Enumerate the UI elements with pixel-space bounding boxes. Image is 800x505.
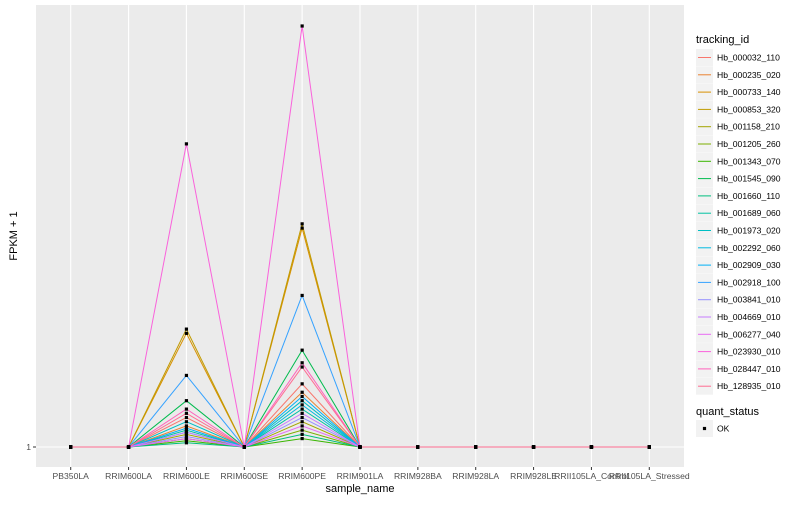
data-point [300, 432, 304, 436]
data-point [184, 434, 189, 439]
quant-status-legend-title: quant_status [696, 406, 759, 418]
data-point [300, 348, 304, 352]
data-point [300, 361, 304, 365]
legend-label: Hb_006277_040 [717, 329, 781, 339]
legend-label: Hb_004669_010 [717, 312, 781, 322]
data-point [300, 390, 304, 394]
data-point [300, 365, 304, 369]
data-point [184, 426, 189, 430]
legend-label: Hb_000853_320 [717, 104, 781, 114]
legend-label: Hb_002918_100 [717, 277, 781, 287]
data-point [184, 399, 189, 403]
legend-label: Hb_128935_010 [717, 381, 781, 391]
x-tick-label: PB350LA [53, 471, 90, 481]
x-tick-label: RRII105LA_Stressed [609, 471, 690, 481]
legend-label: Hb_000032_110 [717, 53, 780, 63]
data-point [126, 445, 131, 449]
legend-label: Hb_000733_140 [717, 87, 781, 97]
data-point [300, 222, 304, 226]
data-point [358, 445, 362, 449]
data-point [300, 403, 304, 407]
legend-label: Hb_001973_020 [717, 226, 781, 236]
legend-title: tracking_id [696, 34, 749, 46]
data-point [300, 424, 304, 428]
x-axis-title: sample_name [325, 483, 394, 495]
legend-label: Hb_002292_060 [717, 243, 781, 253]
axes: PB350LA RRIM600LA RRIM600LE RRIM600SE RRIM60… [26, 442, 690, 481]
data-point [300, 226, 304, 230]
data-point [300, 428, 304, 432]
x-tick-label: RRIM901LA [337, 471, 384, 481]
data-point [184, 428, 189, 432]
data-point [184, 411, 189, 415]
data-point [184, 327, 189, 331]
data-point [184, 331, 189, 335]
x-tick-label: RRIM600LA [105, 471, 152, 481]
data-point [69, 445, 73, 449]
legend-shape [702, 426, 707, 431]
data-point [184, 420, 189, 424]
legend-label: Hb_023930_010 [717, 347, 781, 357]
data-point [647, 445, 651, 449]
data-point [184, 436, 189, 441]
data-point [184, 441, 189, 445]
x-tick-label: RRII105LA_Control [554, 471, 629, 481]
data-point [300, 24, 304, 28]
data-point [416, 445, 420, 449]
data-point [589, 445, 594, 449]
data-point [184, 424, 189, 428]
data-point [300, 436, 304, 441]
legend-label: Hb_000235_020 [717, 70, 781, 80]
legend-label: Hb_001343_070 [717, 156, 781, 166]
x-tick-label: RRIM928BA [394, 471, 442, 481]
x-tick-label: RRIM600PE [278, 471, 326, 481]
legend-label: Hb_001158_210 [717, 122, 780, 132]
x-tick-label: RRIM600LE [163, 471, 210, 481]
legend-label: Hb_001205_260 [717, 139, 781, 149]
data-point [300, 407, 304, 411]
data-point [300, 411, 304, 415]
data-point [474, 445, 478, 449]
data-point [242, 445, 246, 449]
data-point [184, 430, 189, 434]
y-tick-label: 1 [26, 442, 31, 452]
x-tick-label: RRIM600SE [220, 471, 268, 481]
legend-label: OK [717, 424, 730, 434]
data-point [300, 394, 304, 399]
data-point [300, 420, 304, 424]
legend-label: Hb_001689_060 [717, 208, 781, 218]
data-point [300, 382, 304, 386]
legend: tracking_id Hb_000032_110Hb_000235_020Hb… [696, 34, 781, 437]
data-point [184, 407, 189, 411]
y-axis-title: FPKM + 1 [8, 211, 20, 260]
data-point [300, 399, 304, 403]
data-point [184, 432, 189, 436]
x-tick-label: RRIM928LA [452, 471, 499, 481]
quant-status-legend-items: OK [696, 420, 730, 437]
data-points [69, 24, 651, 449]
legend-label: Hb_001660_110 [717, 191, 780, 201]
legend-label: Hb_002909_030 [717, 260, 781, 270]
data-point [184, 142, 189, 146]
legend-label: Hb_028447_010 [717, 364, 781, 374]
x-tick-label: RRIM928LE [510, 471, 557, 481]
data-point [531, 445, 536, 449]
legend-label: Hb_003841_010 [717, 295, 781, 305]
data-point [300, 415, 304, 420]
data-point [184, 439, 189, 443]
legend-label: Hb_001545_090 [717, 174, 781, 184]
data-point [300, 293, 304, 298]
data-point [184, 415, 189, 420]
data-point [184, 373, 189, 378]
legend-items: Hb_000032_110 Hb_000235_020 Hb_000733_140 H… [696, 49, 781, 395]
